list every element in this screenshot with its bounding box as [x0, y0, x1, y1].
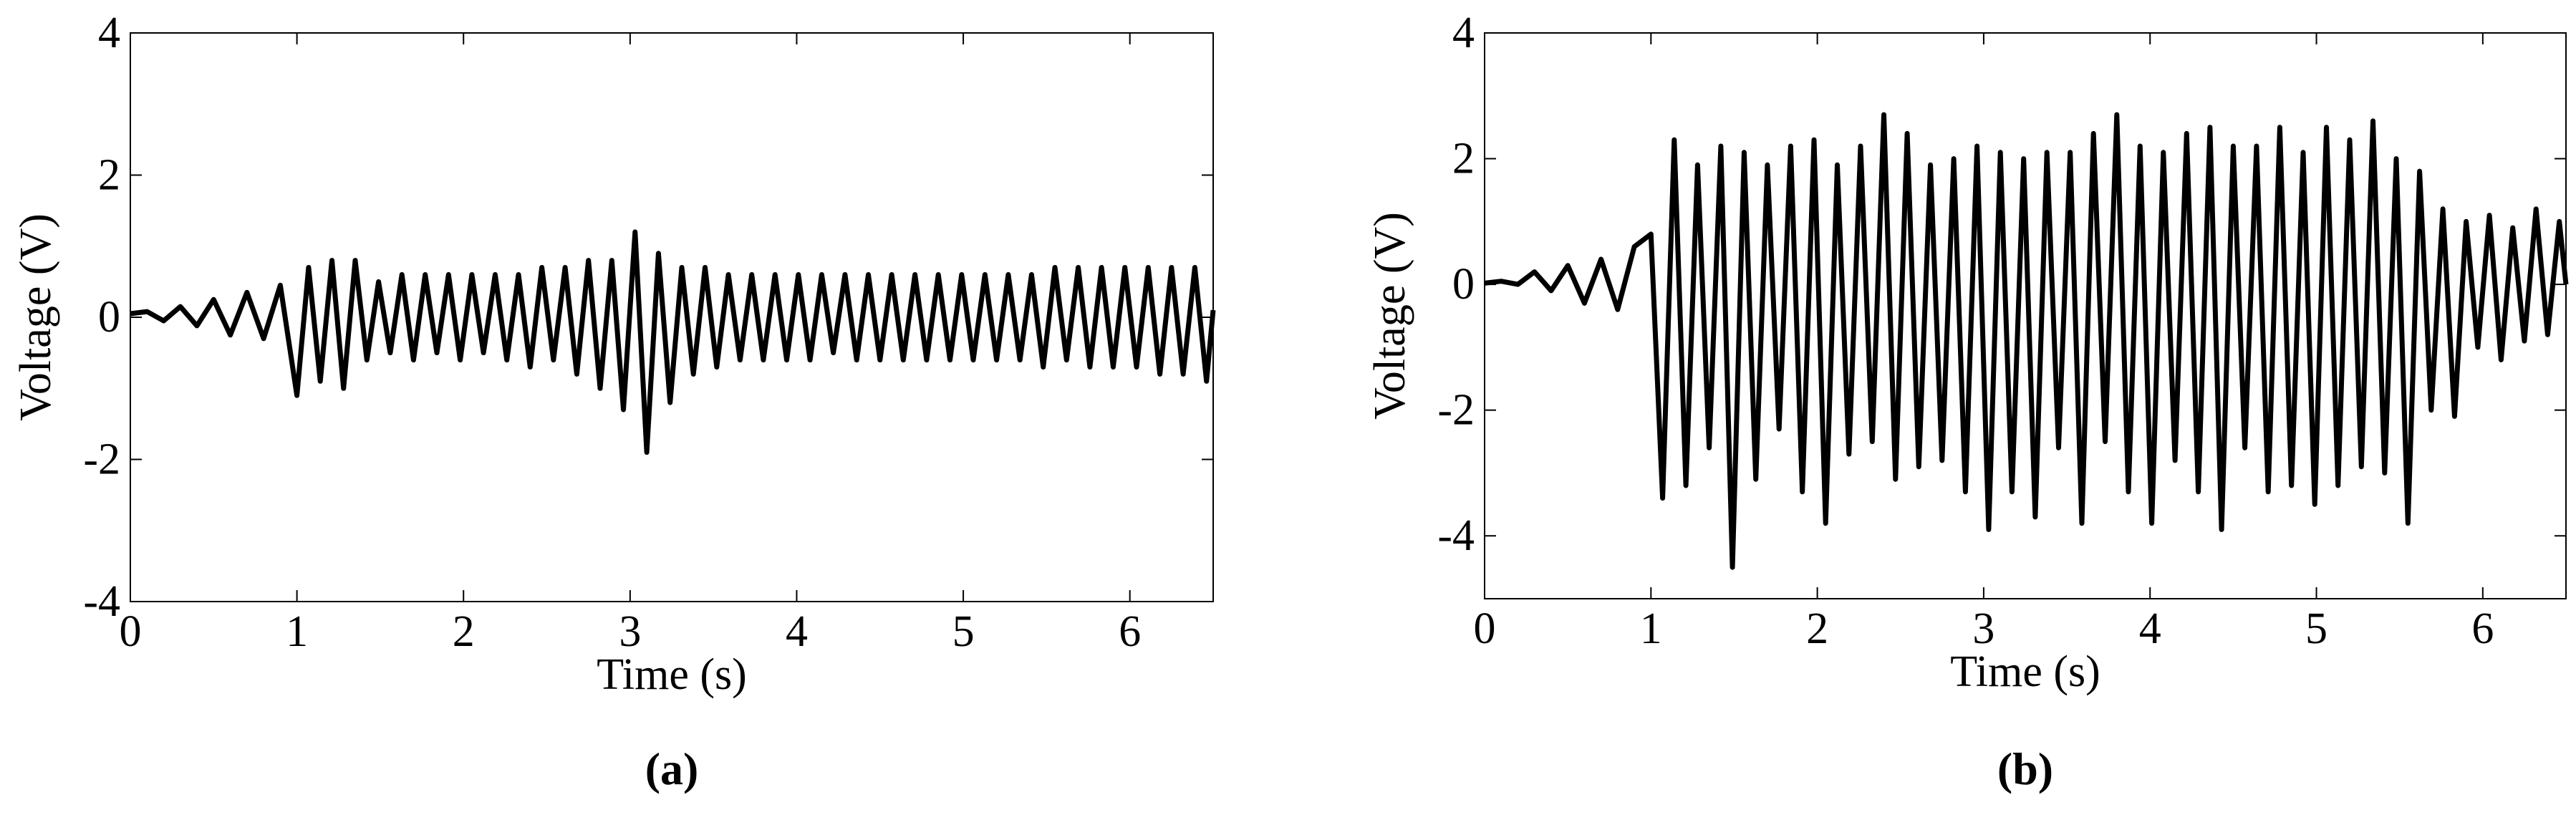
x-axis-label: Time (s) — [597, 650, 747, 699]
data-line — [1484, 112, 2569, 570]
x-tick-label: 6 — [1119, 607, 1141, 656]
x-tick-label: 1 — [286, 607, 308, 656]
y-tick-label: -4 — [83, 577, 120, 626]
x-tick-label: 2 — [453, 607, 475, 656]
x-tick-label: 0 — [120, 607, 142, 656]
x-tick-label: 3 — [1972, 604, 1994, 653]
chart: 0 1 2 3 4 5 6 -4 -2 0 2 4 Time (s) Voltage (V) (a) — [11, 9, 1216, 794]
y-tick-label: -2 — [1437, 386, 1475, 435]
x-tick-label: 5 — [952, 607, 975, 656]
caption: (a) — [645, 743, 699, 794]
x-tick-label: 1 — [1640, 604, 1662, 653]
y-tick-label: -4 — [1437, 511, 1475, 560]
x-tick-label: 4 — [786, 607, 808, 656]
y-tick-label: 0 — [98, 293, 120, 342]
plot-frame — [1484, 32, 2567, 599]
x-tick-label: 3 — [619, 607, 641, 656]
y-tick-label: 0 — [1452, 260, 1475, 309]
y-tick-label: 2 — [1452, 135, 1475, 183]
x-tick-label: 2 — [1806, 604, 1828, 653]
y-tick-label: 4 — [1452, 9, 1475, 57]
y-tick-label: -2 — [83, 435, 120, 484]
y-axis-label: Voltage (V) — [11, 213, 60, 421]
x-tick-label: 6 — [2471, 604, 2494, 653]
caption: (b) — [1997, 743, 2053, 794]
y-tick-label: 2 — [98, 151, 120, 200]
data-line — [130, 229, 1216, 455]
chart: 0 1 2 3 4 5 6 -4 -2 0 2 4 Time (s) Voltage (V) (b) — [1366, 9, 2569, 794]
x-tick-label: 0 — [1474, 604, 1496, 653]
y-tick-label: 4 — [98, 9, 120, 57]
y-axis-label: Voltage (V) — [1366, 212, 1414, 420]
x-axis-label: Time (s) — [1950, 647, 2100, 696]
x-tick-label: 4 — [2139, 604, 2161, 653]
x-tick-label: 5 — [2305, 604, 2327, 653]
